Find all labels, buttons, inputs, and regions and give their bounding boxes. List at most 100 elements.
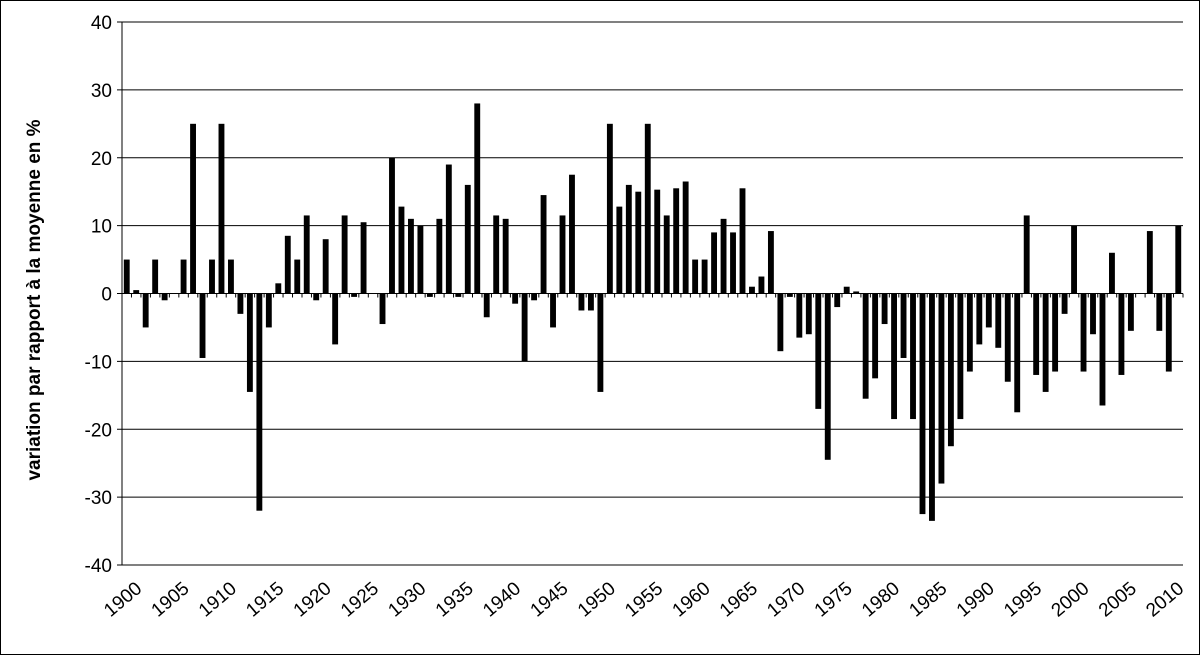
bar-1931 (417, 225, 424, 294)
x-tick-label: 1945 (527, 578, 573, 621)
y-tick-label: 10 (91, 217, 112, 238)
x-tick-label: 1915 (242, 578, 288, 621)
bar-1942 (521, 293, 528, 362)
bar-1992 (995, 293, 1002, 348)
bar-1967 (758, 276, 765, 294)
bar-1914 (256, 293, 263, 511)
y-tick-label: -10 (85, 352, 112, 373)
bar-1922 (332, 293, 339, 345)
bar-1943 (531, 293, 538, 301)
bar-1913 (246, 293, 253, 392)
bar-1948 (578, 293, 585, 311)
bar-1938 (483, 293, 490, 318)
x-tick-label: 1955 (621, 578, 667, 621)
bar-1989 (966, 293, 973, 372)
bar-1961 (701, 259, 708, 294)
y-tick-label: -20 (85, 420, 112, 441)
bar-1980 (881, 293, 888, 325)
bar-1954 (635, 191, 642, 294)
bar-1959 (682, 181, 689, 294)
bar-1915 (265, 293, 272, 328)
bar-1929 (398, 206, 405, 294)
bar-1999 (1061, 293, 1068, 314)
x-tick-label: 1940 (479, 578, 525, 621)
bar-1983 (910, 293, 916, 420)
bar-2000 (1071, 225, 1077, 294)
x-tick-label: 1910 (195, 578, 241, 621)
bar-1904 (161, 293, 168, 301)
bars (123, 103, 1182, 521)
x-tick-label: 1900 (100, 578, 146, 621)
x-tick-label: 1950 (574, 578, 620, 621)
bar-1977 (853, 291, 860, 294)
bar-1970 (786, 293, 793, 297)
bar-1933 (436, 218, 443, 294)
y-tick-label: -30 (85, 488, 112, 509)
bar-1995 (1023, 215, 1030, 294)
x-tick-label: 1930 (384, 578, 430, 621)
bar-1910 (218, 123, 225, 294)
bar-1982 (900, 293, 907, 358)
bar-1956 (654, 189, 661, 294)
x-tick-label: 1985 (905, 578, 951, 621)
bar-1947 (569, 174, 575, 294)
bar-1921 (322, 239, 329, 294)
x-tick-label: 1995 (1000, 578, 1046, 621)
bar-1918 (294, 259, 301, 294)
y-tick-label: -40 (85, 556, 112, 577)
x-tick-label: 2010 (1142, 578, 1188, 621)
bar-1969 (777, 293, 784, 352)
bar-1991 (985, 293, 992, 328)
bar-1958 (673, 188, 680, 294)
x-tick-label: 1935 (432, 578, 478, 621)
bar-1994 (1014, 293, 1021, 413)
bar-1981 (891, 293, 898, 420)
bar-1935 (455, 293, 462, 297)
x-tick-label: 1990 (953, 578, 999, 621)
bar-1965 (739, 188, 746, 294)
bar-1907 (190, 123, 196, 294)
bar-1966 (749, 286, 755, 294)
x-tick-label: 1960 (669, 578, 715, 621)
bar-1984 (919, 293, 926, 515)
bar-1930 (407, 218, 414, 294)
bar-1940 (502, 218, 509, 294)
bar-1906 (180, 259, 187, 294)
bar-1900 (123, 259, 130, 294)
x-tick-label: 1970 (763, 578, 809, 621)
bar-1979 (872, 293, 879, 379)
bar-1912 (237, 293, 244, 314)
bar-2001 (1080, 293, 1087, 372)
bar-1925 (360, 222, 367, 294)
bar-1932 (426, 293, 433, 297)
bar-1928 (389, 157, 395, 294)
bar-1951 (606, 123, 613, 294)
bar-1964 (730, 232, 736, 294)
bar-1945 (550, 293, 556, 328)
bar-1962 (711, 232, 718, 294)
x-tick-label: 1905 (148, 578, 194, 621)
bar-1920 (313, 293, 320, 301)
bar-1997 (1042, 293, 1049, 392)
bar-1978 (862, 293, 869, 399)
bar-1990 (976, 293, 983, 345)
axes (117, 21, 1184, 566)
y-tick-label: 0 (101, 285, 112, 306)
bar-1972 (805, 293, 812, 335)
bar-2002 (1090, 293, 1096, 335)
bar-1976 (843, 286, 850, 294)
bar-1936 (464, 184, 471, 294)
bar-1909 (209, 259, 215, 294)
bar-1986 (938, 293, 945, 484)
bar-1974 (824, 293, 831, 460)
bar-1946 (559, 215, 566, 294)
bar-1953 (625, 184, 632, 294)
bar-2008 (1146, 231, 1153, 294)
y-axis-label: variation par rapport à la moyenne en % (24, 119, 45, 480)
bar-1944 (540, 195, 547, 294)
bar-2006 (1127, 293, 1134, 331)
y-tick-labels: 40 30 20 10 0 -10 -20 -30 -40 (85, 13, 112, 577)
bar-1937 (474, 103, 481, 294)
x-tick-label: 1920 (290, 578, 336, 621)
